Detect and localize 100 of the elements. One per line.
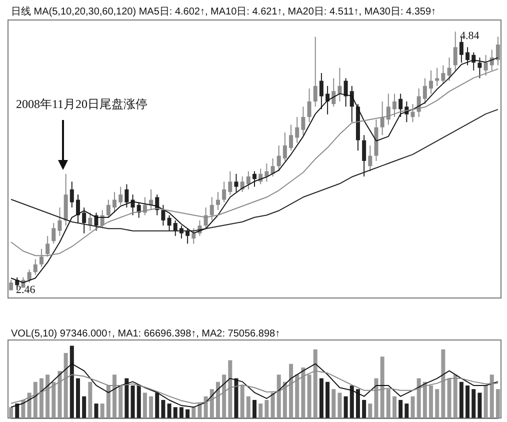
candlestick bbox=[276, 144, 281, 172]
bar bbox=[39, 378, 44, 418]
candlestick bbox=[76, 194, 80, 224]
bar bbox=[173, 407, 178, 418]
bar bbox=[167, 404, 172, 418]
candlestick bbox=[368, 144, 372, 172]
chart-title: VOL(5,10) 97346.000↑, MA1: 66696.398↑, MA2: 75056.898↑ bbox=[11, 328, 280, 340]
candlestick bbox=[301, 106, 306, 136]
candlestick bbox=[58, 206, 62, 236]
candlestick bbox=[338, 67, 342, 102]
bar bbox=[459, 382, 464, 418]
bar bbox=[216, 382, 220, 418]
bar bbox=[64, 353, 68, 418]
candlestick bbox=[429, 70, 434, 94]
candlestick bbox=[228, 170, 232, 196]
bar bbox=[94, 404, 98, 418]
candlestick bbox=[398, 93, 403, 118]
bar bbox=[374, 378, 378, 418]
bar bbox=[82, 396, 86, 418]
bar bbox=[118, 386, 123, 418]
candlestick bbox=[216, 191, 220, 211]
candlestick bbox=[264, 163, 269, 182]
bar bbox=[404, 404, 409, 418]
candlestick bbox=[307, 88, 312, 123]
candlestick bbox=[124, 184, 129, 208]
candlestick bbox=[222, 181, 226, 203]
bar bbox=[338, 392, 342, 418]
candlestick bbox=[282, 132, 287, 162]
candlestick bbox=[313, 36, 318, 108]
bar bbox=[234, 378, 238, 418]
bar bbox=[270, 392, 275, 418]
candlestick bbox=[435, 67, 440, 86]
bar bbox=[478, 392, 482, 418]
bar bbox=[112, 374, 117, 418]
candlestick bbox=[106, 199, 110, 218]
bar bbox=[149, 396, 154, 418]
bar bbox=[332, 389, 336, 418]
bar bbox=[192, 407, 196, 418]
candlestick bbox=[118, 186, 123, 206]
bar bbox=[289, 364, 294, 418]
bar bbox=[106, 386, 110, 418]
bar bbox=[295, 374, 300, 418]
annotation: 2008年11月20日尾盘涨停 bbox=[16, 96, 148, 113]
bar bbox=[130, 386, 135, 418]
bar bbox=[70, 346, 74, 418]
candlestick bbox=[295, 116, 300, 144]
bar bbox=[124, 378, 129, 418]
bar bbox=[33, 382, 38, 418]
bar bbox=[186, 409, 190, 418]
bar bbox=[301, 367, 306, 418]
candlestick bbox=[252, 170, 256, 188]
bar bbox=[161, 400, 166, 418]
candlestick bbox=[466, 46, 470, 66]
candlestick bbox=[362, 134, 366, 177]
bar bbox=[466, 386, 470, 418]
bar bbox=[350, 386, 354, 418]
candlestick bbox=[410, 104, 415, 123]
bar bbox=[276, 374, 281, 418]
candlestick bbox=[210, 196, 214, 221]
bar bbox=[441, 349, 446, 418]
bar bbox=[490, 374, 494, 418]
bar bbox=[100, 404, 104, 418]
candlestick bbox=[52, 222, 56, 244]
candlestick bbox=[240, 176, 244, 192]
candlestick bbox=[447, 57, 452, 82]
bar bbox=[435, 389, 440, 418]
candlestick bbox=[441, 64, 446, 84]
bar bbox=[380, 356, 384, 418]
bar bbox=[472, 389, 476, 418]
candlestick bbox=[27, 269, 32, 283]
candlestick bbox=[204, 206, 208, 229]
bar bbox=[155, 392, 160, 418]
bar bbox=[392, 396, 396, 418]
candlestick bbox=[234, 173, 238, 192]
bar bbox=[416, 378, 421, 418]
candlestick bbox=[161, 204, 166, 226]
bar bbox=[9, 407, 14, 418]
candlestick bbox=[344, 78, 348, 108]
bar bbox=[142, 392, 147, 418]
bar bbox=[52, 382, 56, 418]
candlestick bbox=[332, 78, 336, 108]
bar bbox=[386, 389, 390, 418]
bar bbox=[484, 386, 488, 418]
bar bbox=[422, 382, 427, 418]
annotation: 2.46 bbox=[16, 284, 36, 296]
bar bbox=[179, 407, 184, 418]
bar bbox=[258, 404, 263, 418]
bar bbox=[27, 392, 32, 418]
bar bbox=[368, 404, 372, 418]
bar bbox=[362, 400, 366, 418]
bar bbox=[356, 389, 360, 418]
candlestick bbox=[246, 170, 250, 190]
bar bbox=[344, 396, 348, 418]
bar bbox=[319, 378, 324, 418]
candlestick bbox=[70, 181, 74, 208]
candlestick bbox=[386, 93, 390, 126]
candlestick bbox=[33, 258, 38, 276]
annotation: 4.84 bbox=[460, 30, 480, 42]
bar bbox=[398, 400, 403, 418]
candlestick bbox=[112, 191, 117, 214]
